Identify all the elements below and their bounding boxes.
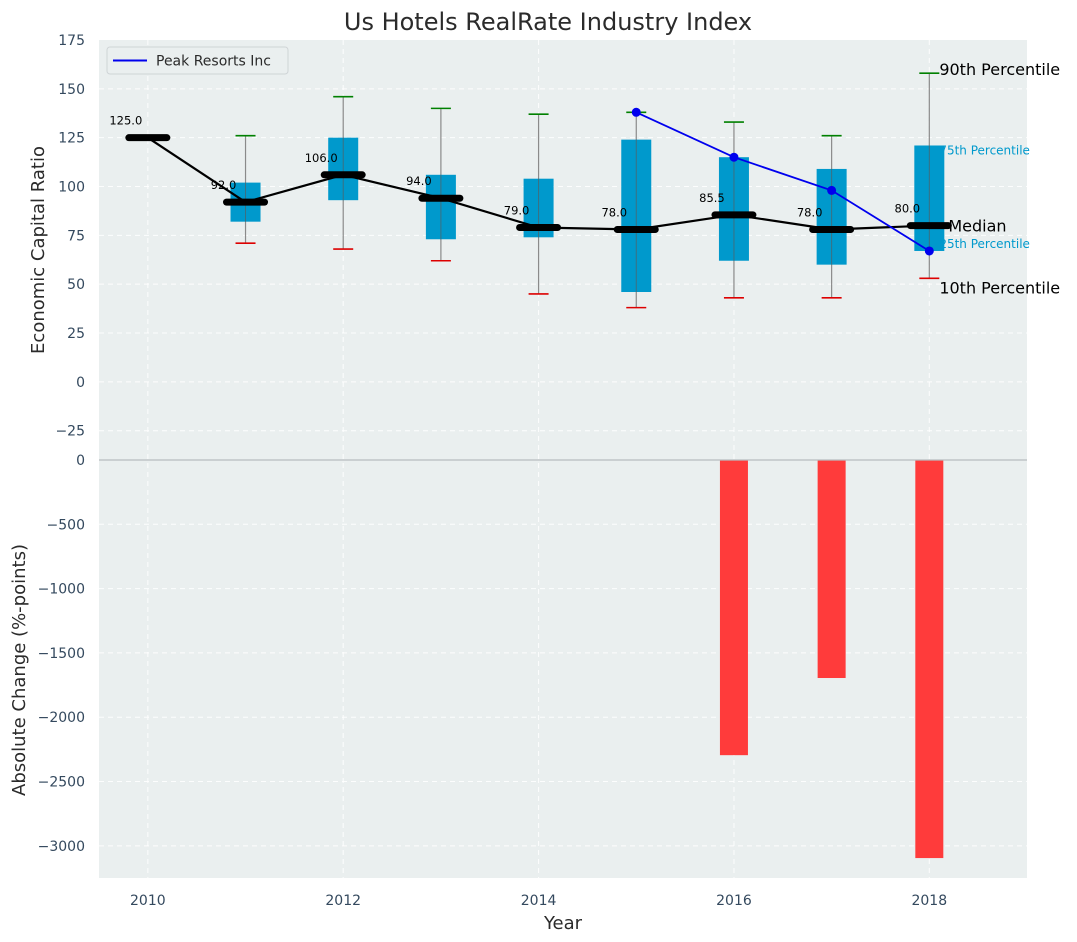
x-tick-label: 2010	[130, 893, 166, 909]
median-annotation: Median	[948, 217, 1006, 236]
company-layer	[631, 107, 934, 256]
bottom-y-tick-label: −1500	[38, 646, 85, 662]
company-point	[827, 185, 837, 195]
median-value-label: 106.0	[305, 151, 338, 165]
p25-annotation: 25th Percentile	[939, 237, 1030, 251]
company-point	[631, 107, 641, 117]
top-panel-background	[99, 40, 1027, 460]
median-value-label: 80.0	[895, 202, 921, 216]
median-value-label: 78.0	[601, 205, 627, 219]
p75-annotation: 75th Percentile	[939, 143, 1030, 157]
top-y-tick-label: 25	[67, 326, 85, 342]
top-y-tick-label: 125	[58, 131, 85, 147]
top-y-tick-label: 75	[67, 228, 85, 244]
top-y-tick-label: 175	[58, 33, 85, 49]
bottom-y-tick-label: −3000	[38, 839, 85, 855]
company-point	[924, 246, 934, 256]
bottom-y-tick-label: 0	[76, 453, 85, 469]
median-layer: 125.0 92.0 106.0 94.0 79.0 78.0 85.5 78.0 80.0	[109, 114, 952, 233]
x-tick-label: 2018	[911, 893, 947, 909]
top-y-tick-label: 50	[67, 277, 85, 293]
change-bar	[719, 460, 748, 756]
legend-frame	[106, 46, 289, 75]
annotation-layer: 90th Percentile 75th Percentile Median25th…	[939, 60, 1060, 297]
median-value-label: 78.0	[797, 205, 823, 219]
bottom-y-tick-label: −2500	[38, 775, 85, 791]
boxes-layer	[230, 72, 945, 309]
x-axis-title: Year	[543, 913, 583, 934]
top-y-tick-label: −25	[55, 424, 85, 440]
x-tick-label: 2014	[521, 893, 557, 909]
bottom-y-tick-label: −500	[47, 517, 85, 533]
median-value-label: 92.0	[211, 178, 237, 192]
change-bar	[817, 460, 846, 679]
chart-title: Us Hotels RealRate Industry Index	[344, 8, 752, 36]
top-y-tick-label: 100	[58, 180, 85, 196]
change-bar	[915, 460, 944, 859]
company-point	[729, 152, 739, 162]
median-value-label: 94.0	[406, 174, 432, 188]
top-y-tick-label: 0	[76, 375, 85, 391]
legend-label: Peak Resorts Inc	[156, 54, 271, 70]
bottom-y-tick-label: −2000	[38, 710, 85, 726]
x-axis-layer: 2010 2012 2014 2016 2018	[130, 893, 947, 909]
top-axis-layer: 175 150 125 100 75 50 25 0 −25	[55, 33, 85, 440]
median-value-label: 125.0	[109, 114, 142, 128]
company-line	[635, 111, 930, 252]
bottom-panel-background	[99, 460, 1027, 878]
x-tick-label: 2016	[716, 893, 752, 909]
p90-annotation: 90th Percentile	[939, 60, 1060, 79]
median-value-label: 79.0	[504, 204, 530, 218]
bottom-y-axis-title: Absolute Change (%-points)	[9, 544, 30, 796]
bottom-axis-layer: −500 −1000 −1500 −2000 −2500 −3000 0	[38, 453, 85, 855]
legend: Peak Resorts Inc	[106, 46, 289, 75]
median-value-label: 85.5	[699, 191, 725, 205]
bars-layer	[719, 460, 944, 859]
bottom-y-tick-label: −1000	[38, 582, 85, 598]
top-y-axis-title: Economic Capital Ratio	[28, 146, 49, 354]
top-y-tick-label: 150	[58, 82, 85, 98]
p10-annotation: 10th Percentile	[939, 278, 1060, 297]
x-tick-label: 2012	[325, 893, 361, 909]
